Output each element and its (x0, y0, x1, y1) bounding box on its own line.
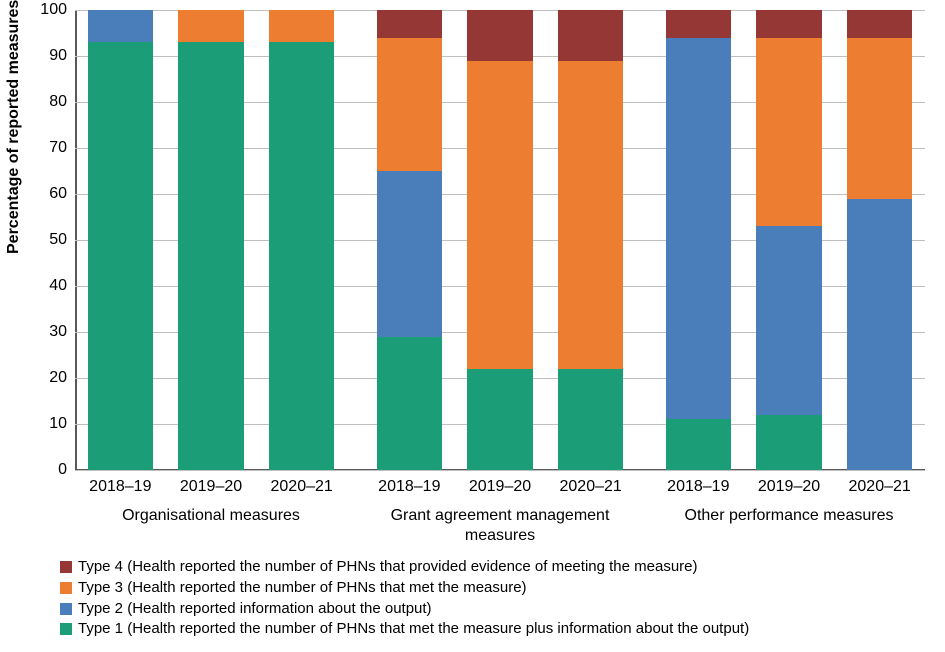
bar (88, 10, 153, 470)
bar (377, 10, 442, 470)
x-tick-label: 2018–19 (667, 478, 729, 496)
bar-segment-type1 (88, 42, 153, 470)
bar (666, 10, 731, 470)
y-tick-label: 90 (7, 47, 67, 65)
bar-segment-type1 (467, 369, 532, 470)
x-tick-label: 2019–20 (180, 478, 242, 496)
bar (178, 10, 243, 470)
plot-area (75, 10, 925, 470)
legend-swatch (60, 623, 72, 635)
x-tick-label: 2019–20 (469, 478, 531, 496)
legend: Type 4 (Health reported the number of PH… (60, 556, 930, 641)
y-tick-label: 80 (7, 93, 67, 111)
y-tick-label: 30 (7, 323, 67, 341)
x-tick-label: 2019–20 (758, 478, 820, 496)
bar-segment-type1 (377, 337, 442, 470)
bar-segment-type2 (88, 10, 153, 42)
gridline (75, 470, 925, 471)
y-tick-label: 10 (7, 415, 67, 433)
legend-item: Type 1 (Health reported the number of PH… (60, 620, 930, 639)
bar (269, 10, 334, 470)
bar-segment-type1 (178, 42, 243, 470)
bar-segment-type1 (756, 415, 821, 470)
x-tick-label: 2020–21 (271, 478, 333, 496)
bar-segment-type4 (756, 10, 821, 38)
x-tick-label: 2020–21 (560, 478, 622, 496)
legend-swatch (60, 603, 72, 615)
bar-segment-type4 (847, 10, 912, 38)
legend-label: Type 4 (Health reported the number of PH… (78, 558, 698, 577)
legend-label: Type 2 (Health reported information abou… (78, 600, 432, 619)
bar-segment-type1 (666, 419, 731, 470)
bar-segment-type3 (269, 10, 334, 42)
bar (467, 10, 532, 470)
bar (847, 10, 912, 470)
bar-segment-type3 (467, 61, 532, 369)
legend-item: Type 3 (Health reported the number of PH… (60, 579, 930, 598)
y-tick-label: 0 (7, 461, 67, 479)
legend-swatch (60, 582, 72, 594)
bar-segment-type3 (756, 38, 821, 227)
bar-segment-type3 (558, 61, 623, 369)
x-tick-label: 2020–21 (849, 478, 911, 496)
y-tick-label: 50 (7, 231, 67, 249)
legend-swatch (60, 561, 72, 573)
y-tick-label: 70 (7, 139, 67, 157)
y-axis-label: Percentage of reported measures (5, 0, 23, 254)
group-label: Other performance measures (659, 506, 919, 526)
chart-figure: Percentage of reported measures Type 4 (… (0, 0, 945, 652)
bar-segment-type3 (377, 38, 442, 171)
bar-segment-type2 (847, 199, 912, 470)
legend-label: Type 1 (Health reported the number of PH… (78, 620, 749, 639)
y-tick-label: 20 (7, 369, 67, 387)
bar-segment-type3 (847, 38, 912, 199)
bar-segment-type1 (269, 42, 334, 470)
legend-label: Type 3 (Health reported the number of PH… (78, 579, 527, 598)
bar-segment-type2 (377, 171, 442, 337)
bar-segment-type2 (756, 226, 821, 415)
group-label: Organisational measures (81, 506, 341, 526)
x-tick-label: 2018–19 (89, 478, 151, 496)
legend-item: Type 4 (Health reported the number of PH… (60, 558, 930, 577)
legend-item: Type 2 (Health reported information abou… (60, 600, 930, 619)
y-tick-label: 100 (7, 1, 67, 19)
bar-segment-type1 (558, 369, 623, 470)
bar-segment-type4 (467, 10, 532, 61)
y-tick-label: 60 (7, 185, 67, 203)
bar-segment-type4 (558, 10, 623, 61)
y-tick-label: 40 (7, 277, 67, 295)
x-tick-label: 2018–19 (378, 478, 440, 496)
bar-segment-type4 (666, 10, 731, 38)
bar (756, 10, 821, 470)
bar-segment-type4 (377, 10, 442, 38)
bar (558, 10, 623, 470)
group-label: Grant agreement management measures (370, 506, 630, 546)
bar-segment-type3 (178, 10, 243, 42)
bar-segment-type2 (666, 38, 731, 420)
